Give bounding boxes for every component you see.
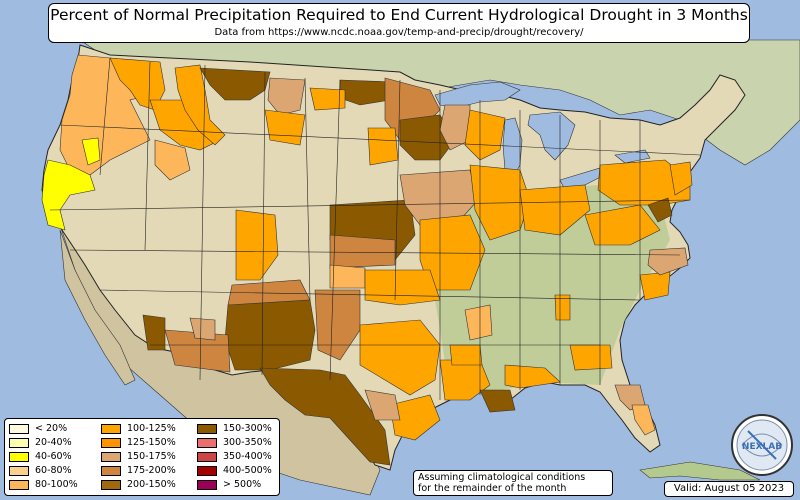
legend-label: 40-60% bbox=[35, 451, 72, 462]
legend: < 20% 20-40% 40-60% 60-80% 80-100% 100-1… bbox=[4, 418, 280, 496]
legend-item: 60-80% bbox=[9, 464, 72, 477]
legend-swatch bbox=[197, 451, 217, 462]
map-subtitle: Data from https://www.ncdc.noaa.gov/temp… bbox=[214, 27, 584, 38]
legend-label: 400-500% bbox=[223, 465, 272, 476]
legend-item: 100-125% bbox=[101, 422, 176, 435]
legend-item: < 20% bbox=[9, 422, 67, 435]
legend-label: 60-80% bbox=[35, 465, 72, 476]
drought-region bbox=[309, 87, 346, 111]
legend-swatch bbox=[101, 451, 121, 462]
legend-label: 200-150% bbox=[127, 479, 176, 490]
drought-region bbox=[464, 109, 506, 161]
drought-region bbox=[174, 64, 226, 146]
drought-region bbox=[449, 344, 483, 366]
drought-region bbox=[554, 294, 571, 321]
legend-swatch bbox=[9, 423, 29, 434]
drought-region bbox=[154, 139, 191, 181]
drought-region bbox=[81, 137, 101, 166]
legend-item: 20-40% bbox=[9, 436, 72, 449]
drought-region bbox=[329, 234, 396, 269]
legend-swatch bbox=[101, 437, 121, 448]
drought-region bbox=[439, 104, 471, 151]
drought-region bbox=[329, 264, 366, 289]
drought-region bbox=[224, 299, 316, 371]
assumption-note: Assuming climatological conditions for t… bbox=[413, 470, 613, 496]
legend-swatch bbox=[9, 451, 29, 462]
legend-item: 350-400% bbox=[197, 450, 272, 463]
drought-region bbox=[359, 319, 441, 396]
legend-label: < 20% bbox=[35, 423, 68, 434]
valid-date: Valid: August 05 2023 bbox=[664, 481, 794, 497]
drought-region bbox=[364, 269, 441, 306]
drought-region bbox=[259, 367, 391, 466]
drought-region bbox=[235, 209, 279, 281]
note-line-1: Assuming climatological conditions bbox=[418, 472, 586, 483]
legend-label: 100-125% bbox=[127, 423, 176, 434]
legend-item: 300-350% bbox=[197, 436, 272, 449]
legend-label: 150-175% bbox=[127, 451, 176, 462]
legend-swatch bbox=[197, 465, 217, 476]
legend-label: 125-150% bbox=[127, 437, 176, 448]
legend-swatch bbox=[9, 437, 29, 448]
legend-swatch bbox=[101, 479, 121, 490]
drought-region bbox=[189, 317, 216, 341]
drought-region bbox=[264, 109, 306, 146]
drought-region bbox=[669, 161, 693, 196]
drought-region bbox=[267, 77, 306, 116]
legend-item: 125-150% bbox=[101, 436, 176, 449]
drought-region bbox=[519, 184, 591, 236]
drought-region bbox=[364, 389, 401, 421]
legend-item: > 500% bbox=[197, 478, 261, 491]
legend-swatch bbox=[9, 465, 29, 476]
map-title: Percent of Normal Precipitation Required… bbox=[50, 6, 748, 24]
legend-item: 400-500% bbox=[197, 464, 272, 477]
legend-label: 175-200% bbox=[127, 465, 176, 476]
legend-label: 150-300% bbox=[223, 423, 272, 434]
drought-region bbox=[367, 127, 399, 166]
legend-label: 80-100% bbox=[35, 479, 78, 490]
legend-item: 80-100% bbox=[9, 478, 78, 491]
legend-label: > 500% bbox=[223, 479, 262, 490]
drought-region bbox=[419, 214, 486, 291]
lake-huron bbox=[527, 111, 576, 161]
drought-region bbox=[631, 404, 656, 436]
legend-label: 20-40% bbox=[35, 437, 72, 448]
legend-item: 175-200% bbox=[101, 464, 176, 477]
legend-swatch bbox=[101, 423, 121, 434]
legend-swatch bbox=[9, 479, 29, 490]
legend-swatch bbox=[197, 479, 217, 490]
drought-region bbox=[389, 394, 441, 441]
drought-region bbox=[109, 57, 166, 111]
cuba bbox=[639, 461, 761, 481]
legend-label: 300-350% bbox=[223, 437, 272, 448]
title-box: Percent of Normal Precipitation Required… bbox=[48, 3, 750, 43]
drought-region bbox=[639, 271, 671, 301]
legend-swatch bbox=[101, 465, 121, 476]
drought-region bbox=[504, 364, 561, 389]
drought-region bbox=[464, 304, 493, 341]
legend-item: 150-175% bbox=[101, 450, 176, 463]
baja-california bbox=[59, 229, 136, 386]
legend-swatch bbox=[197, 437, 217, 448]
drought-region bbox=[479, 389, 516, 413]
drought-region bbox=[597, 159, 691, 206]
drought-region bbox=[142, 314, 166, 351]
legend-swatch bbox=[197, 423, 217, 434]
drought-region bbox=[584, 204, 661, 246]
drought-region bbox=[569, 344, 613, 371]
logo-text: NEXLAB bbox=[742, 442, 782, 452]
note-line-2: for the remainder of the month bbox=[418, 483, 567, 494]
state-borders bbox=[49, 57, 701, 400]
nexlab-logo: NEXLAB bbox=[731, 414, 793, 476]
legend-item: 40-60% bbox=[9, 450, 72, 463]
legend-label: 350-400% bbox=[223, 451, 272, 462]
drought-region bbox=[199, 67, 271, 101]
legend-item: 200-150% bbox=[101, 478, 176, 491]
legend-item: 150-300% bbox=[197, 422, 272, 435]
